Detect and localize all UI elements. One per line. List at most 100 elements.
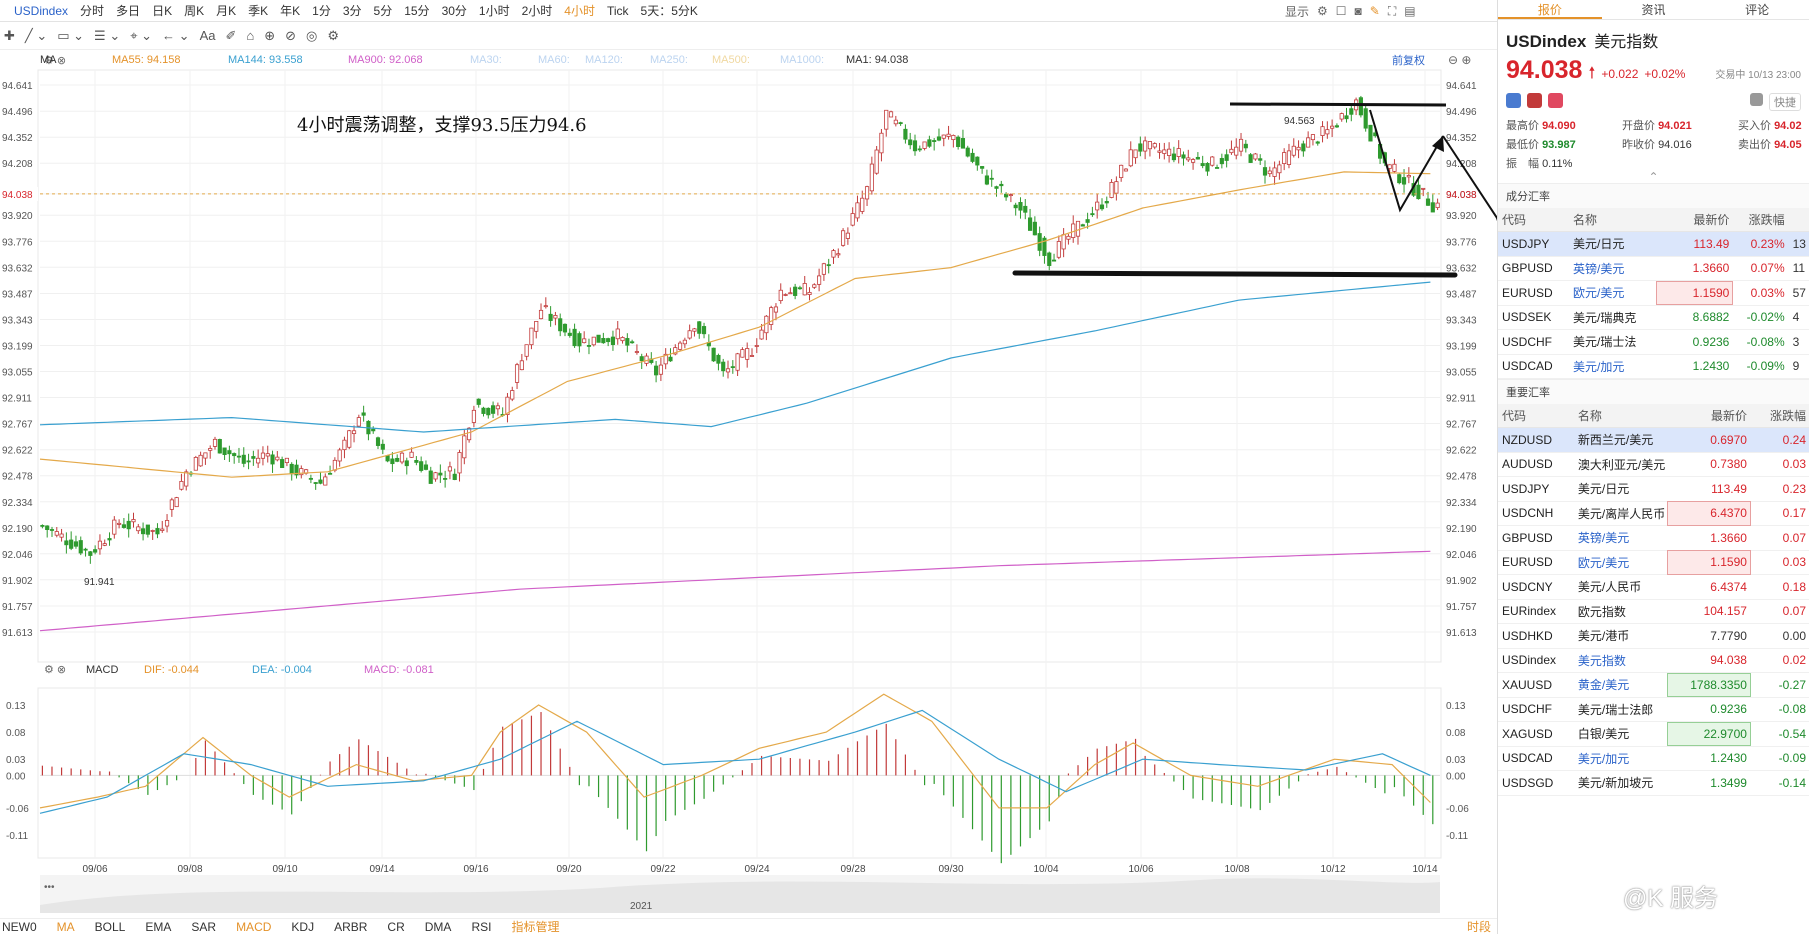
indicator-4[interactable]: SAR: [191, 919, 217, 934]
column-header[interactable]: 名称: [1569, 208, 1656, 232]
crosshair-icon[interactable]: ✚: [4, 27, 15, 43]
column-header[interactable]: 最新价: [1655, 208, 1734, 232]
macd-gear-icon[interactable]: ⚙ ⊗: [44, 664, 66, 676]
line-icon[interactable]: ╱ ⌄: [24, 27, 48, 43]
indicator-0[interactable]: NEW0: [2, 919, 37, 934]
indicator-8[interactable]: CR: [387, 919, 405, 934]
column-header[interactable]: 涨跌幅: [1750, 404, 1809, 428]
side-tab-0[interactable]: 报价: [1498, 0, 1602, 19]
indicator-11[interactable]: 指标管理: [511, 920, 560, 934]
globe-icon[interactable]: [1506, 93, 1521, 108]
gear-icon[interactable]: ⚙ ⊗: [44, 55, 66, 67]
session-button[interactable]: 时段: [1466, 920, 1491, 934]
column-header[interactable]: 涨跌幅: [1733, 208, 1789, 232]
table-row[interactable]: USDJPY 美元/日元 113.49 0.23% 13: [1498, 231, 1809, 257]
bell-icon[interactable]: [1750, 93, 1763, 106]
table-row[interactable]: GBPUSD 英镑/美元 1.3660 0.07: [1498, 525, 1809, 551]
table-row[interactable]: AUDUSD 澳大利亚元/美元 0.7380 0.03: [1498, 452, 1809, 477]
side-tab-2[interactable]: 评论: [1745, 3, 1770, 17]
checkbox-icon[interactable]: ☐: [1335, 4, 1347, 18]
fib-icon[interactable]: ☰ ⌄: [94, 27, 121, 43]
table-row[interactable]: GBPUSD 英镑/美元 1.3660 0.07% 11: [1498, 256, 1809, 281]
period-0[interactable]: 分时: [80, 4, 105, 18]
table-row[interactable]: USDJPY 美元/日元 113.49 0.23: [1498, 476, 1809, 502]
period-4[interactable]: 月K: [216, 4, 237, 18]
table-row[interactable]: USDCHF 美元/瑞士法郎 0.9236 -0.08: [1498, 697, 1809, 722]
indicator-3[interactable]: EMA: [145, 919, 172, 934]
table-row[interactable]: USDCAD 美元/加元 1.2430 -0.09: [1498, 746, 1809, 771]
period-11[interactable]: 30分: [441, 4, 467, 18]
period-9[interactable]: 5分: [373, 4, 393, 18]
camera-icon[interactable]: ◙: [1354, 4, 1362, 18]
display-menu[interactable]: 显示: [1285, 4, 1310, 19]
column-header[interactable]: 代码: [1498, 208, 1570, 232]
candle-body: [1267, 170, 1272, 175]
table-row[interactable]: EURindex 欧元指数 104.157 0.07: [1498, 599, 1809, 624]
table-row[interactable]: EURUSD 欧元/美元 1.1590 0.03: [1498, 550, 1809, 575]
quick-trade-button[interactable]: 快捷: [1769, 93, 1801, 111]
zoom-icon[interactable]: ⊖ ⊕: [1448, 53, 1471, 67]
lock-icon[interactable]: ⊕: [264, 27, 276, 43]
period-13[interactable]: 2小时: [521, 4, 553, 18]
table-row[interactable]: USDSEK 美元/瑞典克 8.6882 -0.02% 4: [1498, 305, 1809, 330]
settings-icon[interactable]: ⚙: [327, 27, 340, 43]
table-row[interactable]: EURUSD 欧元/美元 1.1590 0.03% 57: [1498, 280, 1809, 306]
table-row[interactable]: USDCNY 美元/人民币 6.4374 0.18: [1498, 574, 1809, 600]
side-tab-1[interactable]: 资讯: [1641, 3, 1666, 17]
candle-body: [471, 409, 476, 423]
undo-icon[interactable]: ← ⌄: [162, 27, 190, 43]
table-row[interactable]: XAUUSD 黄金/美元 1788.3350 -0.27: [1498, 672, 1809, 698]
navigator-handle-icon[interactable]: •••: [44, 882, 55, 893]
indicator-5[interactable]: MACD: [236, 919, 272, 934]
period-6[interactable]: 年K: [280, 4, 301, 18]
candle-body: [1128, 149, 1133, 167]
period-3[interactable]: 周K: [184, 4, 205, 18]
heart-icon[interactable]: [1548, 93, 1563, 108]
indicator-7[interactable]: ARBR: [334, 919, 368, 934]
indicator-1[interactable]: MA: [56, 919, 75, 934]
table-row[interactable]: USDHKD 美元/港币 7.7790 0.00: [1498, 623, 1809, 649]
indicator-6[interactable]: KDJ: [291, 919, 315, 934]
period-1[interactable]: 多日: [116, 4, 141, 18]
period-7[interactable]: 1分: [312, 4, 331, 18]
column-header[interactable]: 最新价: [1666, 404, 1751, 428]
indicator-10[interactable]: RSI: [471, 919, 492, 934]
period-12[interactable]: 1小时: [478, 4, 510, 18]
table-row[interactable]: USDCHF 美元/瑞士法 0.9236 -0.08% 3: [1498, 329, 1809, 355]
table-row[interactable]: USDindex 美元指数 94.038 0.02: [1498, 648, 1809, 673]
table-row[interactable]: USDCAD 美元/加元 1.2430 -0.09% 9: [1498, 354, 1809, 379]
column-header[interactable]: 代码: [1498, 404, 1574, 428]
table-row[interactable]: USDSGD 美元/新加坡元 1.3499 -0.14: [1498, 770, 1809, 796]
eraser-icon[interactable]: ⊘: [285, 27, 297, 43]
table-row[interactable]: NZDUSD 新西兰元/美元 0.6970 0.24: [1498, 427, 1809, 453]
measure-icon[interactable]: ⌖ ⌄: [130, 27, 153, 43]
gear-icon[interactable]: ⚙: [1317, 4, 1328, 18]
period-15[interactable]: Tick: [606, 3, 629, 18]
period-16[interactable]: 5天：5分K: [640, 4, 698, 18]
indicator-2[interactable]: BOLL: [94, 919, 126, 934]
layout-icon[interactable]: ▤: [1404, 4, 1416, 18]
qianfuquan-button[interactable]: 前复权: [1392, 53, 1425, 67]
period-14[interactable]: 4小时: [564, 4, 595, 18]
fullscreen-icon[interactable]: ⛶: [1387, 3, 1397, 18]
chart-canvas[interactable]: 94.641 94.641 94.496 94.496 94.352 94.352 94.2…: [0, 0, 1497, 934]
brush-icon[interactable]: ✐: [225, 27, 237, 43]
pencil-icon[interactable]: ✎: [1369, 4, 1380, 18]
table-icon[interactable]: [1527, 93, 1542, 108]
period-10[interactable]: 15分: [404, 4, 430, 18]
column-header[interactable]: 名称: [1573, 404, 1667, 428]
symbol-label[interactable]: USDindex: [14, 3, 69, 18]
table-row[interactable]: XAGUSD 白银/美元 22.9700 -0.54: [1498, 721, 1809, 747]
eye-icon[interactable]: ◎: [306, 27, 318, 43]
text-tool[interactable]: Aa: [199, 28, 216, 43]
period-5[interactable]: 季K: [248, 4, 269, 18]
table-row[interactable]: USDCNH 美元/离岸人民币 6.4370 0.17: [1498, 501, 1809, 526]
macd-panel[interactable]: [37, 687, 1442, 859]
period-2[interactable]: 日K: [152, 4, 173, 18]
period-8[interactable]: 3分: [342, 4, 362, 18]
rect-icon[interactable]: ▭ ⌄: [57, 27, 85, 43]
macd-tick-right: 0.08: [1446, 728, 1466, 739]
indicator-9[interactable]: DMA: [424, 919, 452, 934]
magnet-icon[interactable]: ⌂: [246, 28, 255, 43]
collapse-chevron-icon[interactable]: ⌃: [1648, 170, 1659, 184]
